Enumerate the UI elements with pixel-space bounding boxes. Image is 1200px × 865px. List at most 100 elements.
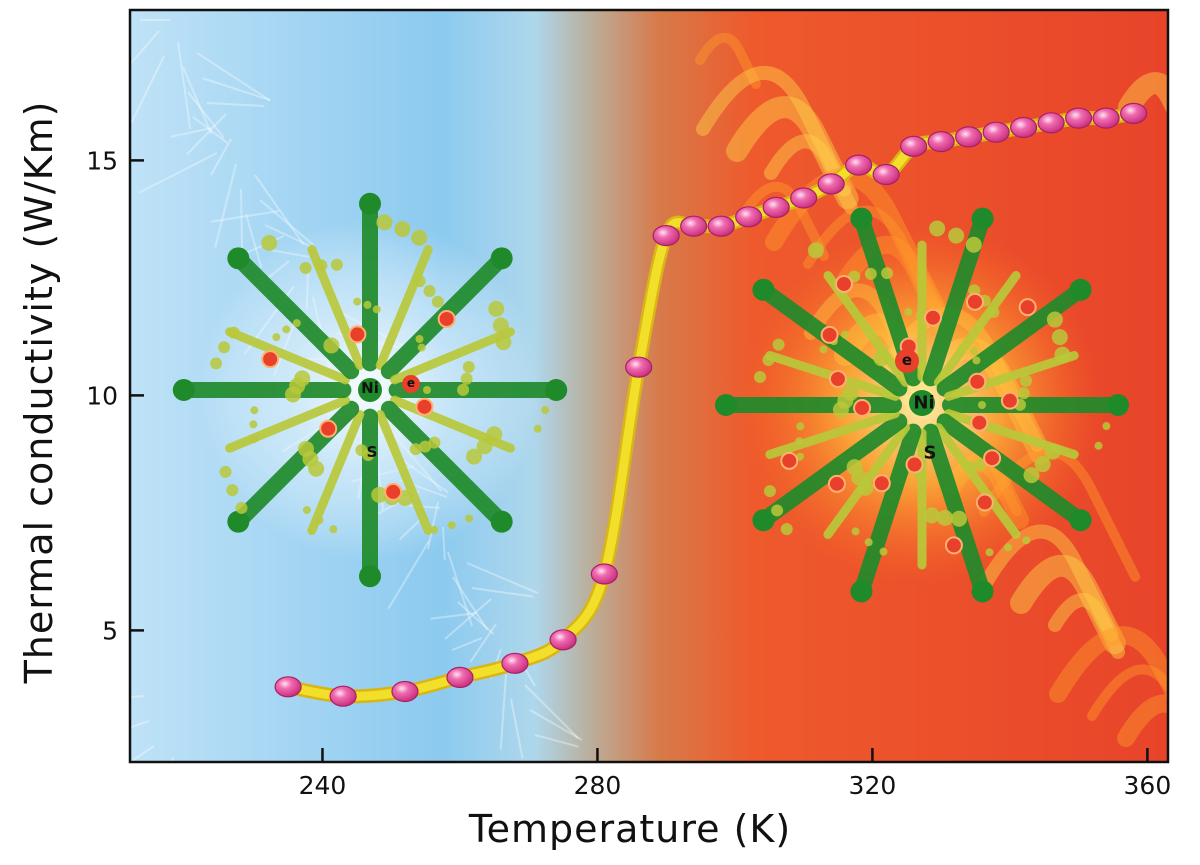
atom — [985, 548, 994, 557]
atom — [929, 220, 946, 237]
data-point — [274, 676, 302, 698]
atom — [846, 459, 863, 476]
data-point — [1120, 102, 1148, 125]
data-point — [762, 196, 790, 218]
atom — [923, 507, 940, 524]
frost-streak — [499, 673, 507, 750]
electron — [1018, 298, 1037, 317]
atom — [490, 510, 513, 533]
data-point — [817, 173, 845, 195]
atom — [795, 437, 804, 446]
frost-streak — [187, 91, 225, 139]
ni-atom — [909, 390, 935, 416]
data-point — [955, 126, 983, 148]
atom — [431, 295, 444, 308]
atom — [423, 285, 436, 298]
atom — [974, 458, 987, 471]
atom — [948, 227, 965, 244]
atom — [1094, 441, 1103, 450]
x-tick-label: 280 — [574, 771, 622, 800]
frost-streak — [469, 623, 497, 663]
atom — [842, 384, 859, 401]
atom — [762, 354, 775, 367]
atom-chain-dark — [936, 281, 1089, 397]
atom — [282, 325, 291, 334]
atom — [355, 444, 368, 457]
frost-streak — [139, 152, 218, 194]
atom — [359, 192, 381, 215]
frost-streak — [447, 551, 474, 627]
x-axis: 240 280 320 360 — [299, 748, 1172, 800]
data-point — [1010, 116, 1038, 139]
atom-chain-light — [933, 423, 1021, 539]
atom — [715, 394, 737, 416]
cold-electron-label: e — [407, 376, 415, 390]
atom — [298, 440, 315, 457]
y-axis: 5 10 15 — [86, 146, 144, 645]
atom — [1034, 456, 1051, 473]
y-tick-label: 5 — [102, 616, 118, 645]
frost-streak — [130, 55, 165, 123]
frost-streak — [529, 709, 583, 741]
ni-atom — [358, 378, 382, 402]
electron — [437, 309, 456, 328]
atom — [272, 333, 281, 342]
atom — [363, 300, 372, 309]
atom — [329, 525, 338, 534]
atom — [235, 501, 248, 514]
atom — [1069, 509, 1092, 532]
atom — [417, 343, 426, 352]
flame-swirl — [764, 134, 858, 215]
atom — [937, 509, 954, 526]
frost-streak — [451, 637, 483, 651]
electron — [853, 398, 872, 417]
electron — [905, 455, 924, 474]
atom — [302, 506, 311, 515]
data-point — [625, 356, 653, 378]
electron — [348, 325, 367, 344]
electron — [827, 474, 846, 493]
electron — [895, 349, 919, 373]
atom — [227, 247, 250, 270]
data-point — [1037, 112, 1065, 134]
atom — [807, 242, 824, 259]
x-tick-label: 240 — [299, 771, 347, 800]
electron — [834, 274, 853, 293]
atom — [864, 538, 873, 547]
data-point — [845, 154, 873, 176]
data-point — [391, 680, 419, 703]
atom — [545, 379, 568, 401]
electron — [402, 375, 420, 393]
atom — [780, 523, 793, 536]
atom — [299, 262, 312, 275]
flame-swirl — [1117, 694, 1168, 747]
atom — [490, 247, 513, 270]
atom — [881, 267, 894, 280]
y-tick-label: 10 — [86, 381, 118, 410]
atom — [796, 422, 805, 431]
atom — [1102, 422, 1111, 431]
electron — [261, 350, 280, 369]
atom — [904, 307, 913, 316]
data-point — [652, 225, 680, 247]
frost-streak — [186, 113, 227, 155]
flame-swirl — [695, 32, 761, 89]
flame-swirl — [1049, 626, 1168, 703]
cold-s-label: S — [367, 443, 378, 461]
x-tick-label: 360 — [1124, 771, 1172, 800]
atom — [227, 326, 240, 339]
electron — [384, 482, 403, 501]
atom — [430, 525, 439, 534]
atom — [1051, 329, 1068, 346]
data-point — [790, 187, 818, 209]
frost-streak — [130, 745, 155, 762]
atom — [1022, 536, 1031, 545]
atom — [915, 311, 924, 320]
atom — [533, 424, 542, 433]
atom-chain-light — [823, 271, 911, 387]
atom — [415, 335, 424, 344]
frost-streak — [466, 562, 539, 595]
flame-swirl — [1087, 664, 1168, 721]
atom — [879, 547, 888, 556]
electron — [970, 413, 989, 432]
